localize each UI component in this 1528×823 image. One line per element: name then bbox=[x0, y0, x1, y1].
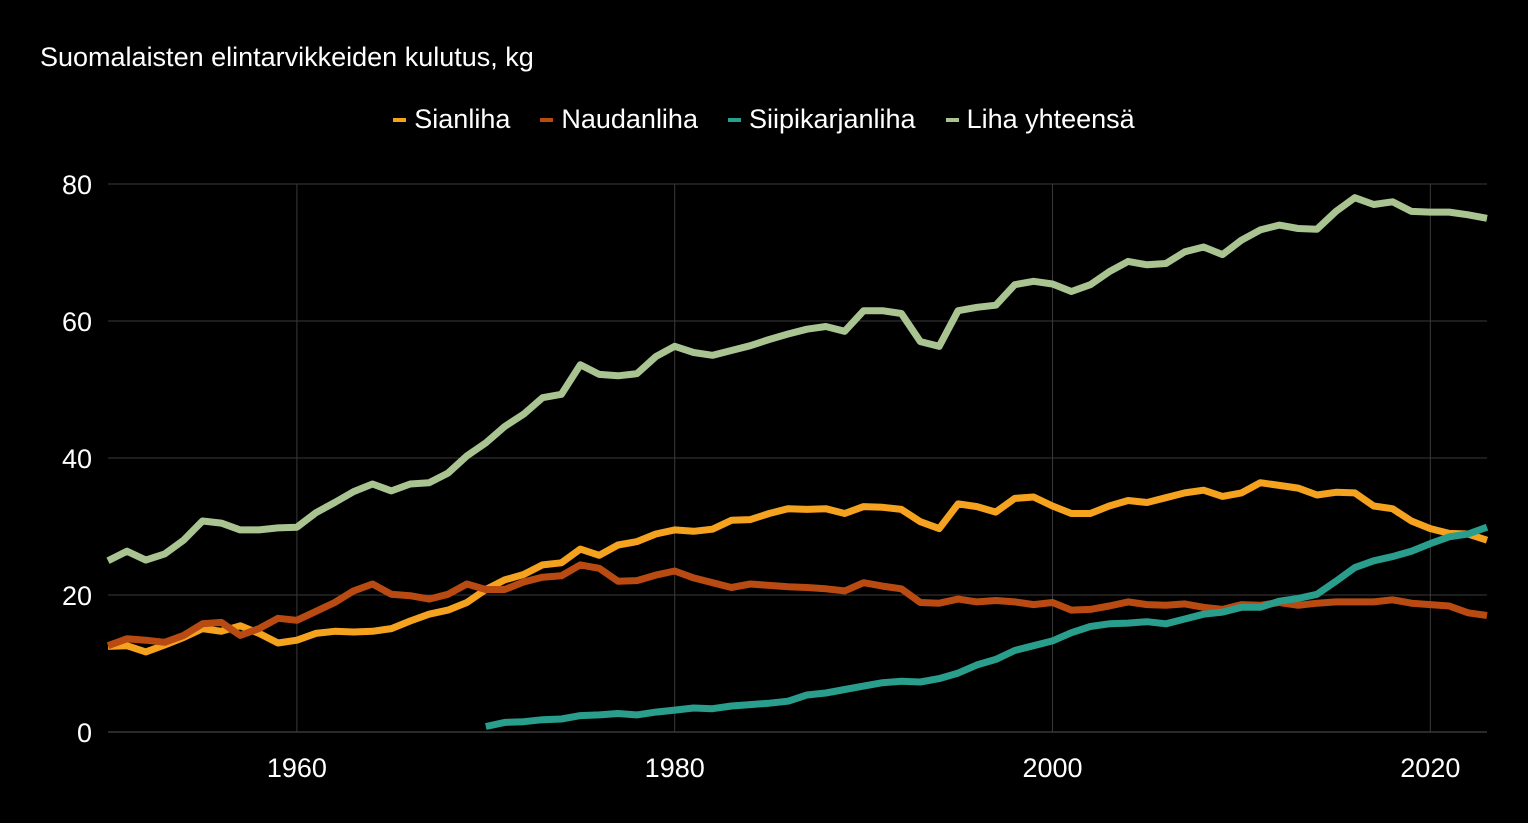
series-line-siipikarjanliha bbox=[485, 523, 1489, 730]
y-tick-label-0: 0 bbox=[77, 718, 92, 748]
x-tick-label-2020: 2020 bbox=[1400, 753, 1460, 783]
series-lines bbox=[106, 194, 1489, 730]
y-tick-label-80: 80 bbox=[62, 170, 92, 200]
legend-label-liha-yhteensa: Liha yhteensä bbox=[966, 104, 1135, 134]
legend-item-naudanliha: Naudanliha bbox=[540, 104, 698, 135]
y-tick-label-20: 20 bbox=[62, 581, 92, 611]
legend-swatch-sianliha bbox=[393, 117, 407, 122]
x-tick-label-2000: 2000 bbox=[1022, 753, 1082, 783]
axis-labels: 0 20 40 60 80 1960 1980 2000 2020 bbox=[62, 170, 1460, 783]
x-tick-label-1960: 1960 bbox=[267, 753, 327, 783]
chart-title: Suomalaisten elintarvikkeiden kulutus, k… bbox=[40, 42, 534, 72]
legend-label-naudanliha: Naudanliha bbox=[561, 104, 698, 134]
y-tick-label-60: 60 bbox=[62, 307, 92, 337]
legend: Sianliha Naudanliha Siipikarjanliha Liha… bbox=[0, 104, 1528, 135]
legend-swatch-naudanliha bbox=[540, 117, 554, 122]
series-line-liha-yhteensa bbox=[106, 194, 1488, 564]
legend-item-sianliha: Sianliha bbox=[393, 104, 510, 135]
gridlines bbox=[108, 183, 1487, 733]
legend-item-siipikarjanliha: Siipikarjanliha bbox=[727, 104, 916, 135]
y-tick-label-40: 40 bbox=[62, 444, 92, 474]
series-line-sianliha bbox=[107, 479, 1489, 656]
legend-item-liha-yhteensa: Liha yhteensä bbox=[945, 104, 1135, 135]
legend-swatch-liha-yhteensa bbox=[945, 117, 959, 122]
legend-label-sianliha: Sianliha bbox=[414, 104, 511, 134]
legend-label-siipikarjanliha: Siipikarjanliha bbox=[748, 104, 916, 134]
x-tick-label-1980: 1980 bbox=[645, 753, 705, 783]
legend-swatch-siipikarjanliha bbox=[727, 117, 741, 122]
